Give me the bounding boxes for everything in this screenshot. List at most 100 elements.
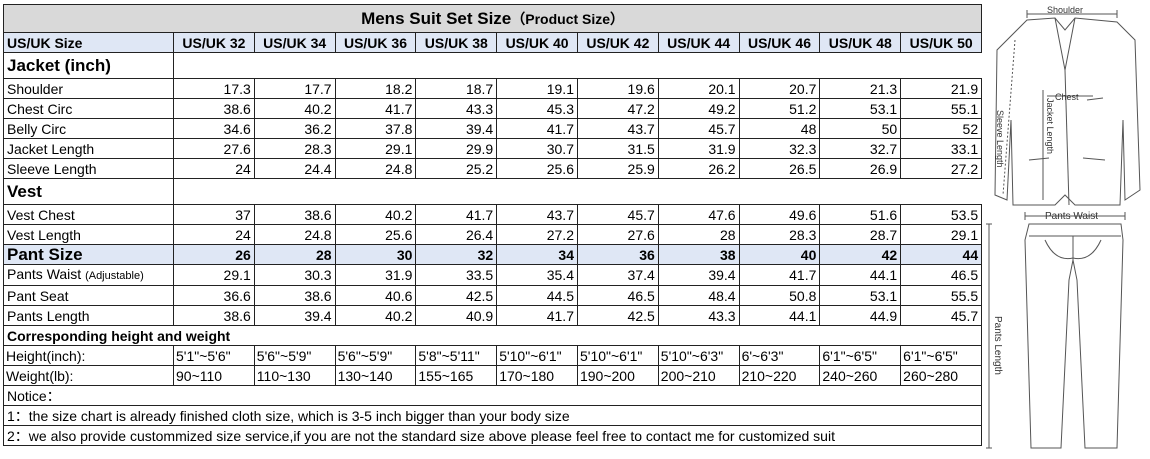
measurement-label: Pants Waist (Adjustable) bbox=[3, 264, 174, 286]
pant-size-cell: 44 bbox=[900, 244, 983, 265]
measurement-value: 27.6 bbox=[576, 224, 659, 245]
measurement-value: 38.6 bbox=[173, 305, 255, 326]
measurement-row: Pants Waist (Adjustable) 29.1 30.3 31.9 33.5… bbox=[3, 264, 983, 286]
measurement-value: 37 bbox=[173, 204, 255, 225]
shoulder-label: Shoulder bbox=[1047, 5, 1083, 15]
corresponding-title-row: Corresponding height and weight bbox=[2, 325, 983, 346]
measurement-value: 31.5 bbox=[576, 138, 659, 159]
measurement-value: 44.9 bbox=[819, 305, 902, 326]
measurement-value: 25.2 bbox=[415, 158, 498, 179]
measurement-value: 39.4 bbox=[253, 305, 336, 326]
measurement-name: Vest Chest bbox=[7, 206, 75, 223]
height-row: Height(inch): 5'1"~5'6" 5'6"~5'9" 5'6"~5'9… bbox=[3, 345, 983, 366]
pant-size-cell: 32 bbox=[415, 244, 498, 265]
measurement-value: 33.1 bbox=[900, 138, 983, 159]
measurement-name: Pants Waist bbox=[7, 266, 82, 282]
measurement-value: 43.7 bbox=[576, 118, 659, 139]
measurement-value: 55.1 bbox=[900, 98, 983, 119]
height-value: 5'10"~6'1" bbox=[496, 345, 578, 366]
measurement-value: 26.4 bbox=[415, 224, 498, 245]
measurement-name: Vest Length bbox=[7, 226, 81, 243]
measurement-label: Vest Length bbox=[3, 224, 174, 245]
size-header-cell: US/UK 34 bbox=[253, 32, 336, 53]
measurement-value: 40.6 bbox=[334, 285, 417, 306]
measurement-value: 45.7 bbox=[657, 118, 740, 139]
weight-value: 110~130 bbox=[253, 365, 336, 386]
measurement-value: 18.2 bbox=[334, 78, 417, 99]
jacket-section-row: Jacket (inch) bbox=[3, 52, 982, 79]
size-header-row: US/UK Size US/UK 32 US/UK 34 US/UK 36 US/UK… bbox=[3, 32, 983, 53]
measurement-row: Shoulder 17.3 17.7 18.2 18.7 19.1 19.6 20.1 20.7… bbox=[3, 78, 983, 99]
notice-line-1: 1：the size chart is already finished clo… bbox=[2, 405, 983, 426]
measurement-value: 21.3 bbox=[819, 78, 902, 99]
measurement-value: 28.3 bbox=[253, 138, 336, 159]
height-value: 6'1"~6'5" bbox=[900, 345, 983, 366]
pant-size-label: Pant Size bbox=[3, 244, 174, 265]
measurement-row: Belly Circ 34.6 36.2 37.8 39.4 41.7 43.7 45.7 48… bbox=[3, 118, 983, 139]
size-header-cell: US/UK 44 bbox=[657, 32, 740, 53]
pant-size-cell: 36 bbox=[576, 244, 659, 265]
measurement-value: 38.6 bbox=[173, 98, 255, 119]
pant-size-cell: 40 bbox=[738, 244, 821, 265]
weight-value: 90~110 bbox=[173, 365, 255, 386]
weight-label: Weight(lb): bbox=[3, 365, 174, 386]
measurement-value: 39.4 bbox=[657, 264, 740, 286]
size-header-cell: US/UK 32 bbox=[173, 32, 255, 53]
measurement-value: 52 bbox=[900, 118, 983, 139]
measurement-row: Pant Seat 36.6 38.6 40.6 42.5 44.5 46.5 48.4 50.… bbox=[3, 285, 983, 306]
measurement-value: 42.5 bbox=[415, 285, 498, 306]
measurement-label: Belly Circ bbox=[3, 118, 174, 139]
measurement-name: Pant Seat bbox=[7, 287, 69, 304]
pant-size-cell: 38 bbox=[657, 244, 740, 265]
measurement-value: 17.3 bbox=[173, 78, 255, 99]
measurement-value: 40.2 bbox=[334, 305, 417, 326]
measurement-name: Sleeve Length bbox=[7, 160, 97, 177]
pant-size-cell: 28 bbox=[253, 244, 336, 265]
pant-size-row: Pant Size 26 28 30 32 34 36 38 40 42 44 bbox=[3, 244, 983, 265]
measurement-value: 36.2 bbox=[253, 118, 336, 139]
measurement-value: 28.3 bbox=[738, 224, 821, 245]
measurement-name: Shoulder bbox=[7, 80, 64, 97]
measurement-note: (Adjustable) bbox=[85, 270, 144, 282]
chest-label: Chest bbox=[1055, 92, 1079, 102]
measurement-value: 18.7 bbox=[415, 78, 498, 99]
measurement-value: 27.2 bbox=[900, 158, 983, 179]
weight-value: 155~165 bbox=[415, 365, 498, 386]
measurement-name: Jacket Length bbox=[7, 140, 95, 157]
height-value: 5'6"~5'9" bbox=[253, 345, 336, 366]
corresponding-title: Corresponding height and weight bbox=[2, 325, 983, 346]
size-header-cell: US/UK 42 bbox=[576, 32, 659, 53]
measurement-label: Chest Circ bbox=[3, 98, 174, 119]
measurement-value: 43.3 bbox=[657, 305, 740, 326]
height-label: Height(inch): bbox=[3, 345, 174, 366]
size-header-label: US/UK Size bbox=[3, 32, 174, 53]
measurement-value: 45.7 bbox=[900, 305, 983, 326]
height-value: 5'8"~5'11" bbox=[415, 345, 498, 366]
measurement-value: 53.1 bbox=[819, 98, 902, 119]
measurement-value: 41.7 bbox=[496, 118, 578, 139]
measurement-name: Belly Circ bbox=[7, 120, 67, 137]
height-value: 6'1"~6'5" bbox=[819, 345, 902, 366]
title-row: Mens Suit Set Size（Product Size） bbox=[2, 4, 983, 33]
measurement-value: 44.1 bbox=[738, 305, 821, 326]
measurement-label: Pant Seat bbox=[3, 285, 174, 306]
measurement-value: 24.8 bbox=[253, 224, 336, 245]
measurement-value: 29.9 bbox=[415, 138, 498, 159]
measurement-value: 38.6 bbox=[253, 285, 336, 306]
measurement-value: 31.9 bbox=[657, 138, 740, 159]
size-header-cell: US/UK 48 bbox=[819, 32, 902, 53]
size-header-cell: US/UK 50 bbox=[900, 32, 983, 53]
measurement-value: 32.3 bbox=[738, 138, 821, 159]
measurement-value: 50.8 bbox=[738, 285, 821, 306]
pants-length-label: Pants Length bbox=[992, 316, 1003, 375]
measurement-value: 43.7 bbox=[496, 204, 578, 225]
pant-size-cell: 42 bbox=[819, 244, 902, 265]
size-header-cell: US/UK 38 bbox=[415, 32, 498, 53]
measurement-value: 28.7 bbox=[819, 224, 902, 245]
measurement-value: 42.5 bbox=[576, 305, 659, 326]
measurement-value: 36.6 bbox=[173, 285, 255, 306]
measurement-value: 43.3 bbox=[415, 98, 498, 119]
measurement-value: 29.1 bbox=[900, 224, 983, 245]
size-header-cell: US/UK 36 bbox=[334, 32, 417, 53]
notice-label: Notice： bbox=[2, 385, 983, 406]
